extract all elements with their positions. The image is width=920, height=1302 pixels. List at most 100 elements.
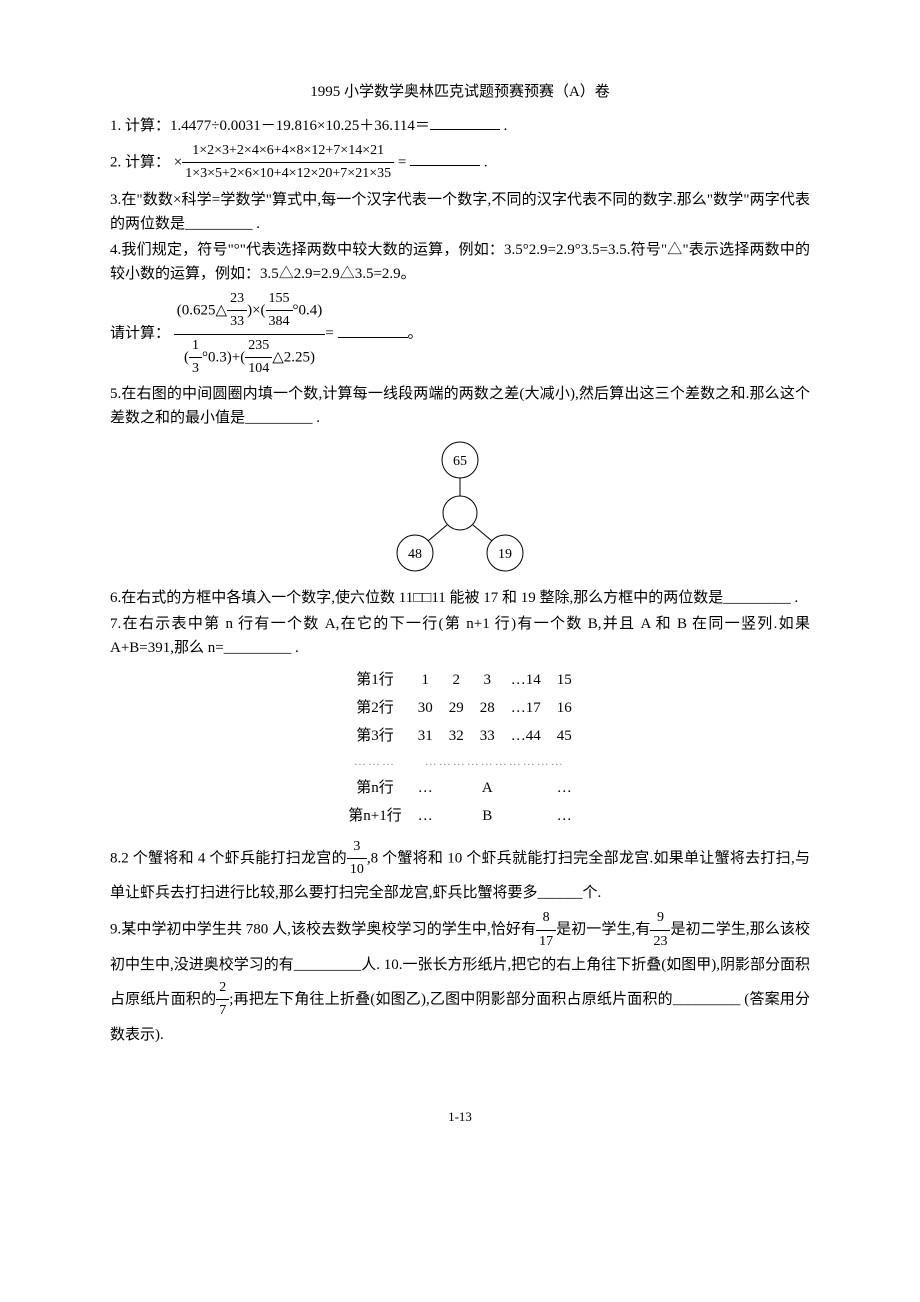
table-row: 第2行 30 29 28 …17 16 (340, 694, 579, 722)
table-row: 第n行 … A … (340, 774, 579, 802)
cell: … (410, 774, 441, 802)
q10-f3d: 7 (216, 1000, 229, 1022)
q4-f3: 13 (189, 335, 202, 381)
q2-den: 1×3×5+2×6×10+4×12×20+7×21×35 (182, 163, 394, 185)
q4-f2n: 155 (266, 288, 293, 311)
q2-tail: . (480, 154, 488, 170)
q4-f1d: 33 (227, 311, 247, 333)
q2: 2. 计算： × 1×2×3+2×4×6+4×8×12+7×14×21 1×3×… (110, 140, 810, 186)
q2-fraction: 1×2×3+2×4×6+4×8×12+7×14×21 1×3×5+2×6×10+… (182, 140, 394, 186)
q5: 5.在右图的中间圆圈内填一个数,计算每一线段两端的两数之差(大减小),然后算出这… (110, 382, 810, 430)
q9-f2: 923 (650, 907, 670, 953)
q4-blank (338, 322, 408, 338)
cell: 15 (549, 666, 580, 694)
cell: 29 (441, 694, 472, 722)
cell: 28 (472, 694, 503, 722)
cell (503, 802, 549, 830)
cell: 30 (410, 694, 441, 722)
q8-f1n: 3 (347, 836, 367, 859)
row-label: 第3行 (340, 722, 409, 750)
table-row: 第1行 1 2 3 …14 15 (340, 666, 579, 694)
cell: 45 (549, 722, 580, 750)
q4-bigfrac-num: (0.625△2333)×(155384°0.4) (174, 288, 326, 335)
q4-expr-row: 请计算： (0.625△2333)×(155384°0.4) (13°0.3)+… (110, 288, 810, 381)
q7-table: 第1行 1 2 3 …14 15 第2行 30 29 28 …17 16 第3行… (110, 666, 810, 829)
cell: …44 (503, 722, 549, 750)
q4-f3n: 1 (189, 335, 202, 358)
q10-f3n: 2 (216, 977, 229, 1000)
q4-tail: 。 (408, 326, 423, 342)
q4-label: 请计算： (110, 326, 170, 342)
q9-a: 9.某中学初中学生共 780 人,该校去数学奥校学习的学生中,恰好有 (110, 922, 536, 938)
q9-f1n: 8 (536, 907, 556, 930)
q4-d: △2.25 (272, 349, 310, 365)
q8-f1d: 10 (347, 859, 367, 881)
q4-f1n: 23 (227, 288, 247, 311)
q1-blank (430, 114, 500, 130)
cell: 2 (441, 666, 472, 694)
cell: …17 (503, 694, 549, 722)
q9-f1d: 17 (536, 931, 556, 953)
q9-f2n: 9 (650, 907, 670, 930)
cell: 31 (410, 722, 441, 750)
cell (441, 802, 472, 830)
cell: B (472, 802, 503, 830)
table-row-dots: ……… ………………………… (340, 750, 579, 773)
cell: 1 (410, 666, 441, 694)
q4-f1: 2333 (227, 288, 247, 334)
q4-f4d: 104 (245, 358, 272, 380)
q4-f2: 155384 (266, 288, 293, 334)
pclose4: ) (310, 349, 315, 365)
page-number: 1-13 (110, 1107, 810, 1128)
q4-f3d: 3 (189, 358, 202, 380)
q4-f2d: 384 (266, 311, 293, 333)
q2-num: 1×2×3+2×4×6+4×8×12+7×14×21 (182, 140, 394, 163)
q5-left: 48 (408, 547, 422, 562)
q2-blank (410, 150, 480, 166)
q2-eq: = (398, 154, 406, 170)
q9-f2d: 23 (650, 931, 670, 953)
q5-svg: 65 48 19 (375, 438, 545, 578)
q4-bigfrac-den: (13°0.3)+(235104△2.25) (174, 335, 326, 381)
q1-text: 1. 计算：1.4477÷0.0031－19.816×10.25＋36.114＝ (110, 118, 430, 134)
q4-a: 0.625△ (182, 302, 227, 318)
q7: 7.在右示表中第 n 行有一个数 A,在它的下一行(第 n+1 行)有一个数 B… (110, 612, 810, 660)
cell: … (549, 802, 580, 830)
row-label: 第n+1行 (340, 802, 409, 830)
q5-diagram: 65 48 19 (110, 438, 810, 578)
q4-f4: 235104 (245, 335, 272, 381)
q1: 1. 计算：1.4477÷0.0031－19.816×10.25＋36.114＝… (110, 114, 810, 138)
row-label: 第2行 (340, 694, 409, 722)
cell: … (410, 802, 441, 830)
q9-10: 9.某中学初中学生共 780 人,该校去数学奥校学习的学生中,恰好有817是初一… (110, 907, 810, 1047)
cell: 16 (549, 694, 580, 722)
cell: 3 (472, 666, 503, 694)
q5-top: 65 (453, 454, 467, 469)
page-title: 1995 小学数学奥林匹克试题预赛预赛（A）卷 (110, 80, 810, 104)
dots: ………………………… (410, 750, 580, 773)
q8-f1: 310 (347, 836, 367, 882)
q4-eq: = (325, 326, 333, 342)
q4-c: °0.3 (202, 349, 227, 365)
q10-f3: 27 (216, 977, 229, 1023)
q4-bigfrac: (0.625△2333)×(155384°0.4) (13°0.3)+(2351… (174, 288, 326, 381)
pclose2: ) (317, 302, 322, 318)
q3: 3.在"数数×科学=学数学"算式中,每一个汉字代表一个数字,不同的汉字代表不同的… (110, 188, 810, 236)
row-label: 第1行 (340, 666, 409, 694)
cell (441, 774, 472, 802)
q8: 8.2 个蟹将和 4 个虾兵能打扫龙宫的310,8 个蟹将和 10 个虾兵就能打… (110, 836, 810, 906)
dots: ……… (340, 750, 409, 773)
q4-f4n: 235 (245, 335, 272, 358)
q4-p1: 4.我们规定，符号"°"代表选择两数中较大数的运算，例如：3.5°2.9=2.9… (110, 238, 810, 286)
table-row: 第n+1行 … B … (340, 802, 579, 830)
cell (503, 774, 549, 802)
cell: 33 (472, 722, 503, 750)
cell: … (549, 774, 580, 802)
q5-right: 19 (498, 547, 512, 562)
q9-b: 是初一学生,有 (556, 922, 650, 938)
q4-b: °0.4 (293, 302, 318, 318)
q8-a: 8.2 个蟹将和 4 个虾兵能打扫龙宫的 (110, 850, 347, 866)
table-row: 第3行 31 32 33 …44 45 (340, 722, 579, 750)
cell: A (472, 774, 503, 802)
q4-plus: + (232, 349, 240, 365)
